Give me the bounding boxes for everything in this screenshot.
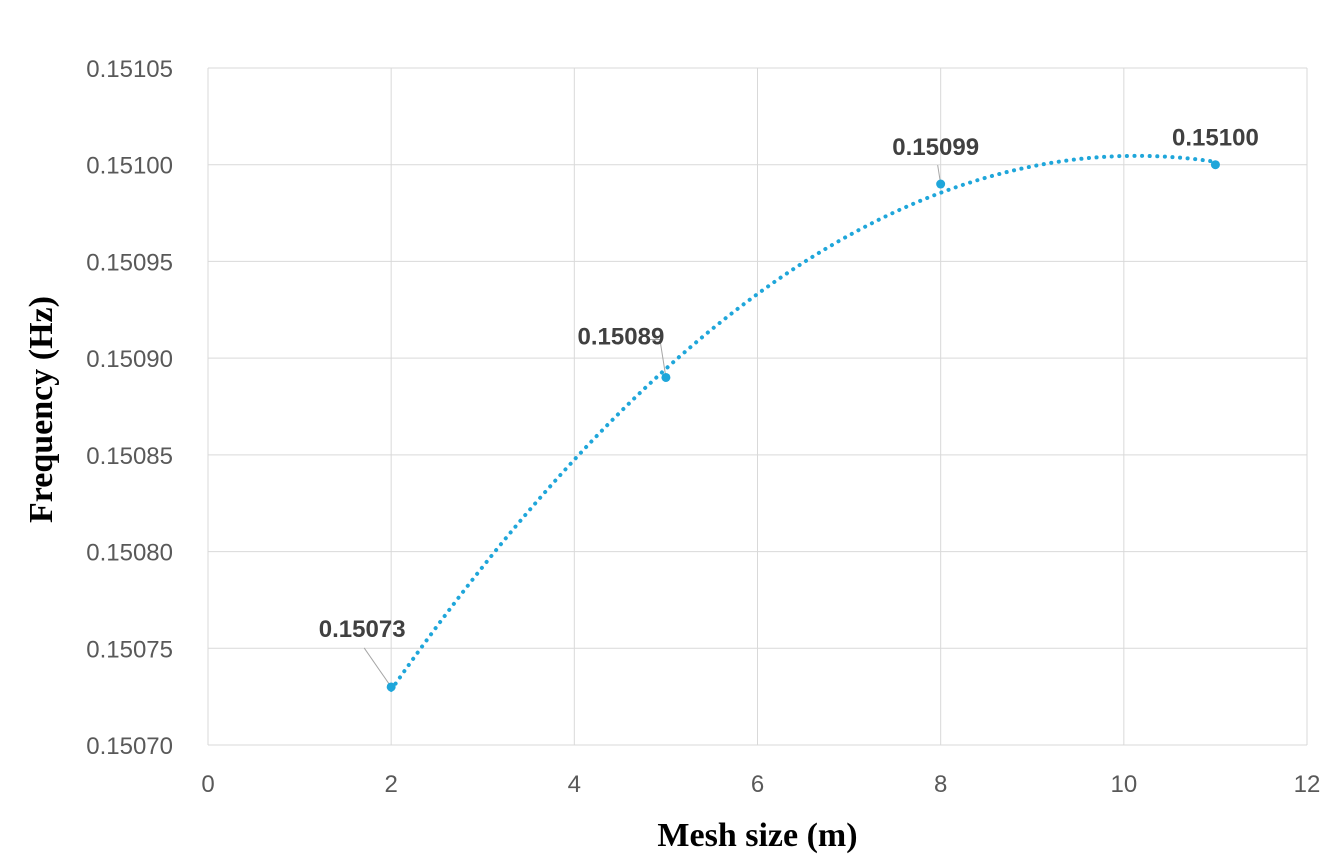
x-tick-label: 4 (568, 771, 581, 798)
y-tick-label: 0.15100 (86, 153, 173, 180)
y-tick-label: 0.15070 (86, 733, 173, 760)
y-tick-label: 0.15095 (86, 249, 173, 276)
data-point (1210, 160, 1220, 170)
y-tick-label: 0.15080 (86, 540, 173, 567)
x-tick-label: 0 (201, 771, 214, 798)
y-gridlines (208, 67, 1307, 746)
data-label: 0.15100 (1172, 125, 1259, 152)
data-points (386, 160, 1220, 692)
y-tick-labels: 0.15070 0.15075 0.15080 0.15085 0.15090 0.150… (86, 56, 173, 760)
data-label: 0.15073 (319, 616, 406, 643)
x-gridlines (207, 68, 1308, 745)
y-axis-title: Frequency (Hz) (23, 296, 60, 523)
data-point (386, 682, 396, 692)
trendline (389, 153, 1218, 692)
x-tick-label: 12 (1294, 771, 1321, 798)
x-tick-label: 8 (934, 771, 947, 798)
data-point (661, 372, 671, 382)
data-label: 0.15099 (892, 134, 979, 161)
x-axis-title: Mesh size (m) (657, 817, 857, 854)
y-tick-label: 0.15105 (86, 56, 173, 83)
x-tick-labels: 0 2 4 6 8 10 12 (201, 771, 1320, 798)
x-tick-label: 10 (1110, 771, 1137, 798)
y-tick-label: 0.15090 (86, 346, 173, 373)
data-point (936, 179, 946, 189)
data-labels: 0.15073 0.15089 0.15099 0.15100 (319, 125, 1259, 643)
data-label: 0.15089 (578, 323, 665, 350)
x-tick-label: 6 (751, 771, 764, 798)
x-tick-label: 2 (384, 771, 397, 798)
label-leader-line (363, 647, 392, 688)
y-tick-label: 0.15085 (86, 443, 173, 470)
trendline-path (389, 153, 1218, 692)
y-tick-label: 0.15075 (86, 636, 173, 663)
label-leader-line (649, 338, 667, 378)
